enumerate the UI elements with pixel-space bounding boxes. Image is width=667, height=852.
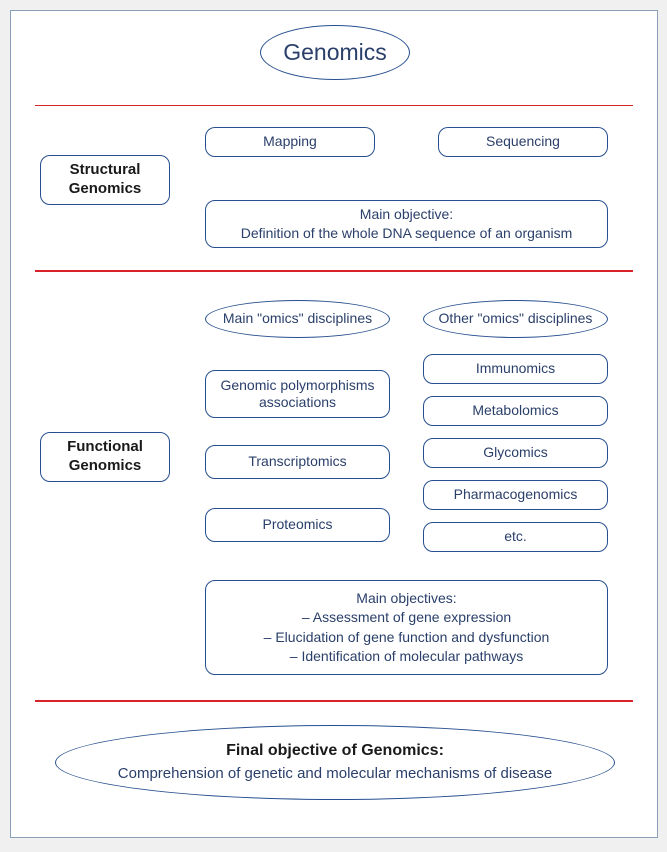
- structural-objective-box: Main objective: Definition of the whole …: [205, 200, 608, 248]
- other-omics-item-text: Metabolomics: [472, 402, 558, 420]
- main-omics-item: Transcriptomics: [205, 445, 390, 479]
- divider-1: [35, 105, 633, 106]
- functional-objectives-bullet: – Assessment of gene expression: [302, 609, 511, 627]
- other-omics-header-text: Other "omics" disciplines: [439, 310, 593, 328]
- functional-label-text: Functional Genomics: [49, 438, 161, 476]
- divider-3: [35, 700, 633, 702]
- structural-objective-line2: Definition of the whole DNA sequence of …: [241, 225, 573, 243]
- main-omics-item-text: Transcriptomics: [248, 453, 346, 471]
- main-omics-header: Main "omics" disciplines: [205, 300, 390, 338]
- other-omics-item: Immunomics: [423, 354, 608, 384]
- other-omics-item: etc.: [423, 522, 608, 552]
- final-objective-subtitle: Comprehension of genetic and molecular m…: [118, 765, 552, 784]
- sequencing-text: Sequencing: [486, 133, 560, 151]
- title-ellipse: Genomics: [260, 25, 410, 80]
- other-omics-item: Metabolomics: [423, 396, 608, 426]
- main-omics-item-text: Proteomics: [262, 516, 332, 534]
- mapping-text: Mapping: [263, 133, 317, 151]
- other-omics-item: Glycomics: [423, 438, 608, 468]
- structural-label: Structural Genomics: [40, 155, 170, 205]
- final-objective-title: Final objective of Genomics:: [226, 741, 444, 761]
- title-text: Genomics: [283, 38, 387, 67]
- structural-label-text: Structural Genomics: [49, 161, 161, 199]
- structural-objective-line1: Main objective:: [360, 206, 453, 224]
- final-objective-ellipse: Final objective of Genomics: Comprehensi…: [55, 725, 615, 800]
- main-omics-item: Proteomics: [205, 508, 390, 542]
- mapping-box: Mapping: [205, 127, 375, 157]
- other-omics-item-text: etc.: [504, 528, 527, 546]
- main-omics-item: Genomic polymorphisms associations: [205, 370, 390, 418]
- functional-objectives-bullet: – Elucidation of gene function and dysfu…: [264, 629, 550, 647]
- other-omics-item-text: Pharmacogenomics: [454, 486, 578, 504]
- sequencing-box: Sequencing: [438, 127, 608, 157]
- other-omics-item-text: Glycomics: [483, 444, 548, 462]
- functional-objectives-bullet: – Identification of molecular pathways: [290, 648, 523, 666]
- divider-2: [35, 270, 633, 272]
- functional-objectives-title: Main objectives:: [356, 590, 456, 608]
- main-omics-item-text: Genomic polymorphisms associations: [216, 377, 379, 412]
- main-omics-header-text: Main "omics" disciplines: [223, 310, 372, 328]
- other-omics-item: Pharmacogenomics: [423, 480, 608, 510]
- functional-objectives-box: Main objectives: – Assessment of gene ex…: [205, 580, 608, 675]
- other-omics-item-text: Immunomics: [476, 360, 555, 378]
- other-omics-header: Other "omics" disciplines: [423, 300, 608, 338]
- functional-label: Functional Genomics: [40, 432, 170, 482]
